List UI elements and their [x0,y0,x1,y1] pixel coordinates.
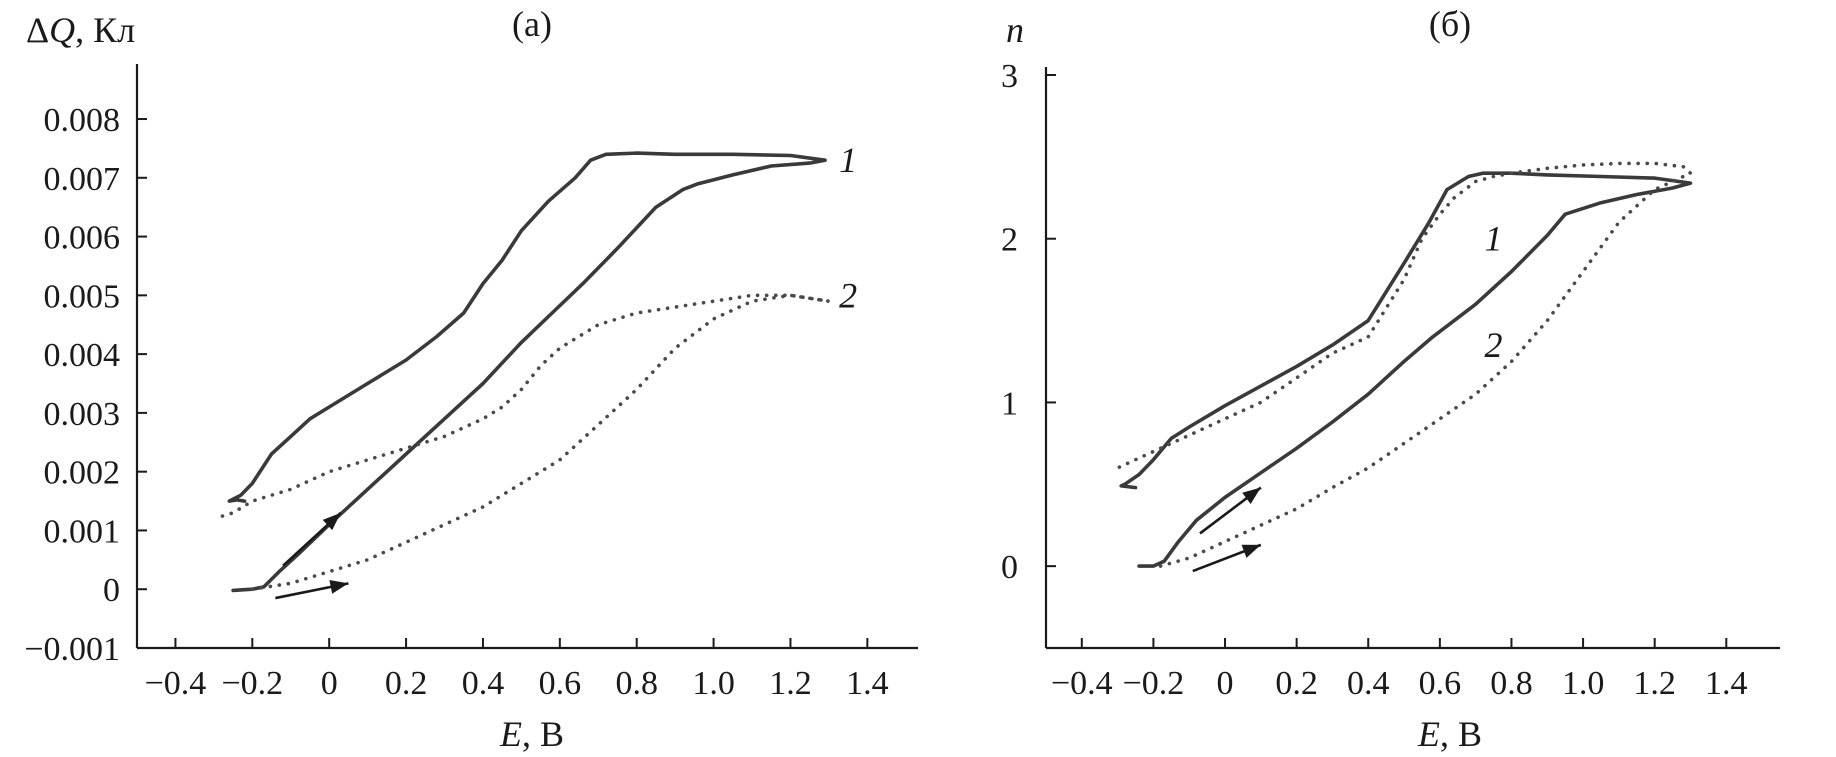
y-tick-label: 0.002 [44,455,121,492]
chart-panel-a: −0.001 0 0.001 0.002 0.003 0.004 0.005 0.006 0.0… [24,4,918,754]
x-tick-label: 0.8 [615,665,658,702]
panel-label: (б) [1429,4,1471,44]
x-tick-label: 0.2 [385,665,428,702]
y-tick-label: 0.007 [44,161,121,198]
x-tick-label: −0.2 [221,665,283,702]
curve-label-1: 1 [839,140,857,180]
panel-label: (a) [512,4,552,44]
y-tick-label: −0.001 [24,631,120,668]
y-tick-label: 0 [103,572,120,609]
y-tick-label: 0.001 [44,513,121,550]
y-axis-title: ΔQ, Кл [26,10,135,50]
x-tick-label: 0 [1217,665,1234,702]
arrowhead-icon [322,512,341,531]
arrowhead-icon [329,580,349,594]
y-tick-label: 1 [1001,385,1018,422]
y-tick-label: 0.006 [44,220,121,257]
arrowhead-icon [1241,544,1261,558]
x-tick-label: 0.6 [539,665,582,702]
curve-label-2: 2 [1485,325,1503,365]
y-axis-title: n [1006,10,1024,50]
arrowhead-icon [1242,487,1261,504]
y-tick-label: 0.003 [44,396,121,433]
y-tick-label: 0.004 [44,337,121,374]
x-tick-label: 1.0 [692,665,735,702]
series-1-curve [1119,171,1693,568]
y-tick-label: 0 [1001,549,1018,586]
x-tick-label: 1.4 [846,665,889,702]
x-tick-label: 0.8 [1490,665,1533,702]
series-2-curve [1115,161,1694,568]
y-tick-label: 0.008 [44,102,121,139]
x-tick-label: −0.2 [1123,665,1185,702]
x-tick-label: 0.4 [1347,665,1390,702]
x-tick-label: 0.2 [1275,665,1318,702]
series-2-curve [212,293,830,592]
curve-label-2: 2 [839,275,857,315]
x-tick-label: 0.6 [1419,665,1462,702]
x-tick-label: 1.0 [1562,665,1605,702]
curve-label-1: 1 [1485,219,1503,259]
x-tick-label: 1.2 [769,665,812,702]
x-tick-label: −0.4 [1051,665,1113,702]
x-axis-title: E, В [1417,714,1482,754]
x-tick-label: 0 [321,665,338,702]
x-tick-label: −0.4 [145,665,207,702]
y-tick-label: 0.005 [44,278,121,315]
x-axis-title: E, В [499,714,564,754]
y-tick-label: 2 [1001,222,1018,259]
chart-panel-b: 0 1 2 3 −0.4 −0.2 0 0.2 0.4 0.6 0.8 1.0 1.2 1.4 1 2 (б) n… [1001,4,1780,754]
y-tick-label: 3 [1001,58,1018,95]
x-tick-label: 0.4 [462,665,505,702]
series-1-curve [227,151,827,593]
x-tick-label: 1.4 [1705,665,1748,702]
x-tick-label: 1.2 [1633,665,1676,702]
